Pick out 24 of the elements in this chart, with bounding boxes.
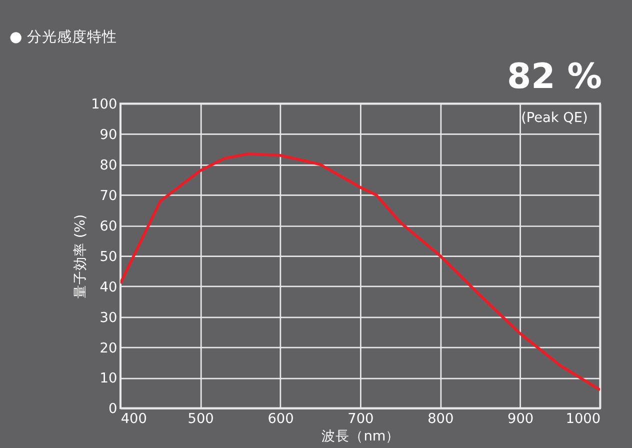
y-tick-label: 40 xyxy=(100,279,118,296)
x-tick-label: 700 xyxy=(348,411,374,428)
x-tick-label: 600 xyxy=(268,411,294,428)
y-tick-label: 10 xyxy=(100,370,118,387)
y-tick-label: 80 xyxy=(100,158,118,174)
y-tick-label: 60 xyxy=(100,218,118,234)
x-tick-label: 400 xyxy=(120,411,147,428)
y-tick-label: 90 xyxy=(100,127,118,144)
y-tick-label: 50 xyxy=(100,248,118,265)
x-tick-label: 800 xyxy=(428,411,454,428)
line-series xyxy=(120,152,600,392)
text: 82 % xyxy=(506,57,602,98)
annotation: (Peak QE) xyxy=(521,110,588,126)
y-tick-label: 20 xyxy=(100,340,118,356)
y-tick-label: 70 xyxy=(100,188,118,204)
x-tick-label: 900 xyxy=(508,411,534,428)
chart-title: ● 分光感度特性 xyxy=(9,28,117,46)
y-tick-label: 30 xyxy=(100,310,118,326)
x-tick-label: 500 xyxy=(188,411,214,428)
y-tick-label: 0 xyxy=(108,401,118,418)
y-axis-title: 量子効率 (%) xyxy=(72,214,89,298)
x-tick-label: 1000 xyxy=(566,411,601,428)
x-axis-title: 波長（nm） xyxy=(322,428,400,445)
y-tick-label: 100 xyxy=(91,96,118,113)
